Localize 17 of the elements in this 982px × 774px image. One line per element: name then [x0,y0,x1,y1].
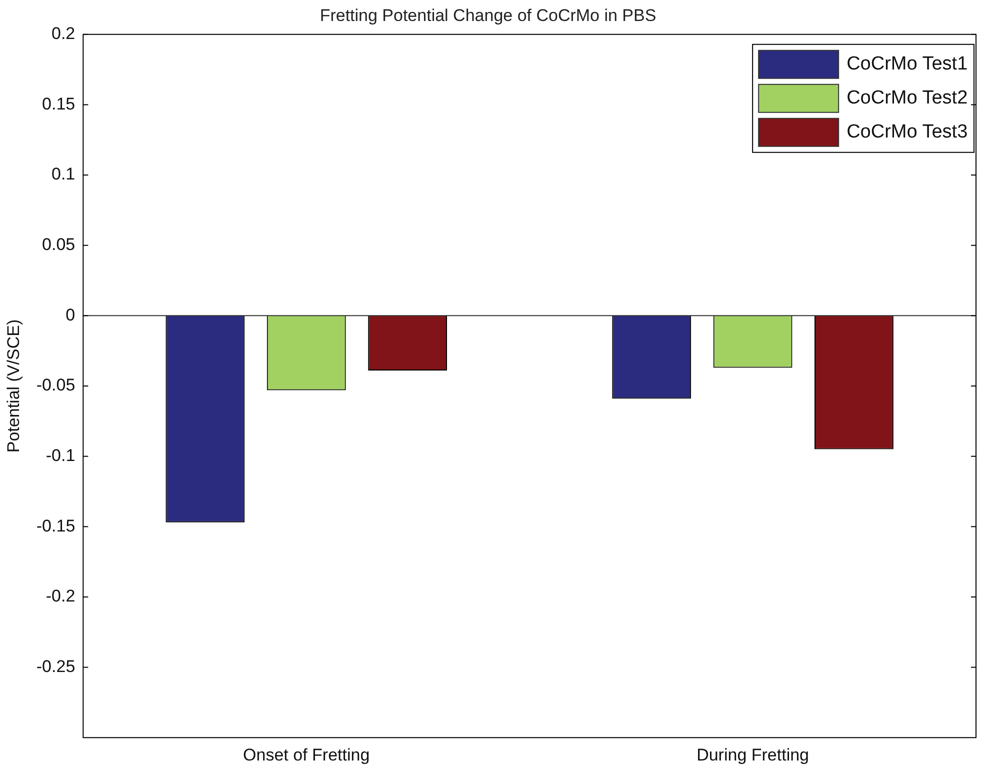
legend-label: CoCrMo Test3 [846,122,968,143]
y-tick-label: -0.15 [36,516,76,536]
chart-title: Fretting Potential Change of CoCrMo in PBS [320,6,656,25]
y-tick-label: -0.25 [36,656,76,676]
x-tick-label: During Fretting [696,745,810,764]
legend-label: CoCrMo Test1 [846,54,968,75]
y-tick-label: -0.05 [36,376,76,395]
y-tick-label: -0.1 [46,446,76,466]
y-tick-label: -0.2 [46,586,76,606]
y-tick-label: 0 [66,305,76,324]
y-tick-label: 0.1 [52,164,76,184]
legend-label: CoCrMo Test2 [846,88,968,109]
y-tick-label: 0.05 [42,235,76,254]
y-tick-label: 0.2 [52,24,76,44]
y-axis-title: Potential (V/SCE) [4,319,23,453]
x-tick-label: Onset of Fretting [243,745,370,764]
y-tick-label: 0.15 [42,94,76,114]
